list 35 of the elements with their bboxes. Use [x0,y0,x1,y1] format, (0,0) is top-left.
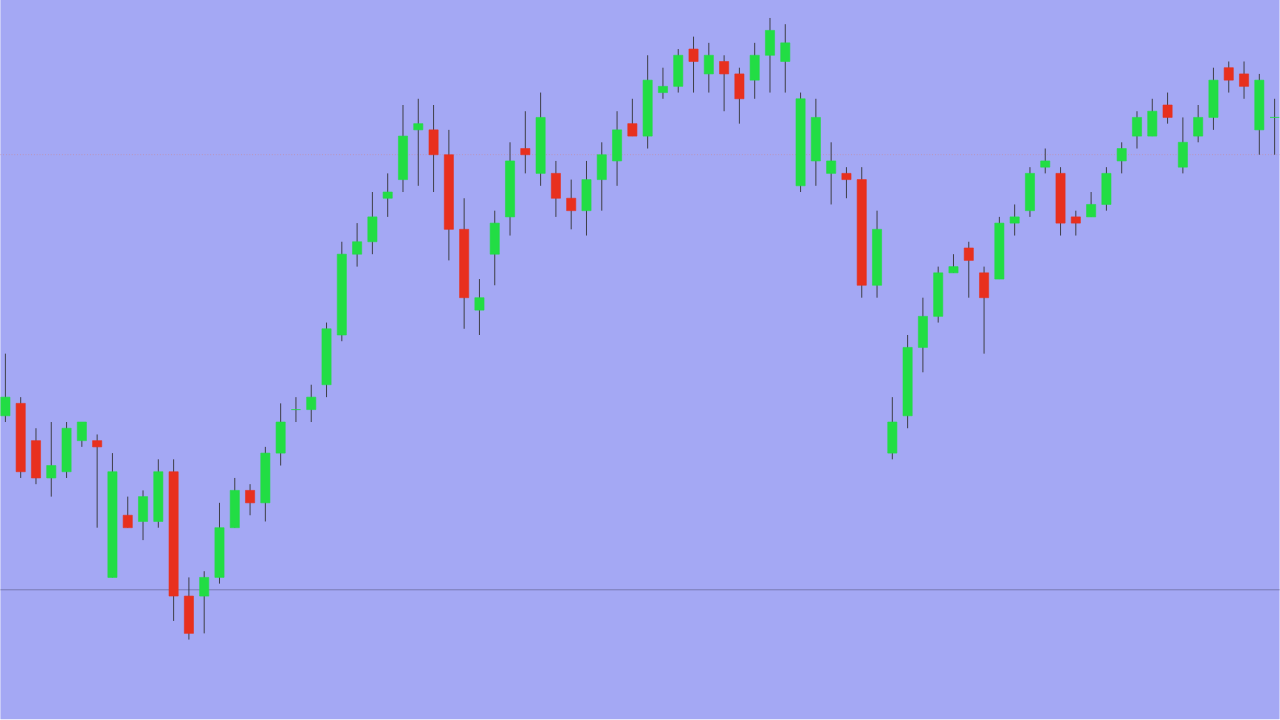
candlestick [382,173,393,218]
candlestick [199,570,210,635]
candlestick [0,353,11,423]
candlestick [826,142,837,206]
candlestick [352,222,362,268]
candlestick [688,36,699,94]
candlestick [963,241,974,299]
candlestick [1070,210,1081,237]
candlestick [245,483,255,516]
candlestick [1040,148,1051,175]
candlestick [658,67,668,100]
candlestick [306,384,317,423]
candlestick [92,434,103,529]
candlestick [566,179,577,231]
candlestick [1086,191,1096,218]
candlestick [703,42,714,94]
candlestick [1132,111,1142,150]
candlestick [46,421,57,498]
candlestick [780,23,791,94]
candlestick [1193,104,1204,143]
candlestick [122,496,133,529]
candlestick [1239,61,1249,100]
candlestick [520,111,531,175]
candlestick [291,396,301,423]
candlestick [76,421,87,448]
candlestick [719,55,729,112]
candlestick [1162,92,1173,125]
candlestick [1269,98,1280,156]
candlestick [1223,61,1234,94]
candlestick [474,278,485,336]
candlestick [1009,204,1020,237]
candlestick [413,98,424,187]
candlestick [841,166,852,199]
candlestick [627,98,638,137]
candlestick [1116,142,1127,175]
